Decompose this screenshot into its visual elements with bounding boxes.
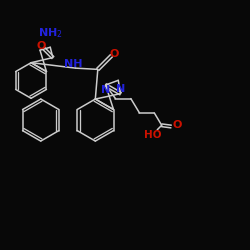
- Text: N: N: [116, 84, 125, 94]
- Text: O: O: [109, 49, 118, 59]
- Text: NH: NH: [64, 60, 82, 70]
- Text: O: O: [37, 41, 46, 51]
- Text: N: N: [101, 85, 110, 95]
- Text: NH$_2$: NH$_2$: [38, 26, 62, 40]
- Text: O: O: [172, 120, 182, 130]
- Text: HO: HO: [144, 130, 161, 140]
